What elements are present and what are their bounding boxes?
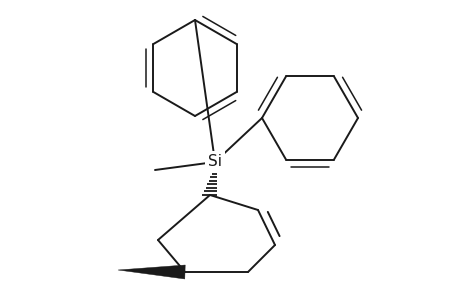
Text: Si: Si — [207, 154, 222, 169]
Polygon shape — [118, 265, 185, 279]
